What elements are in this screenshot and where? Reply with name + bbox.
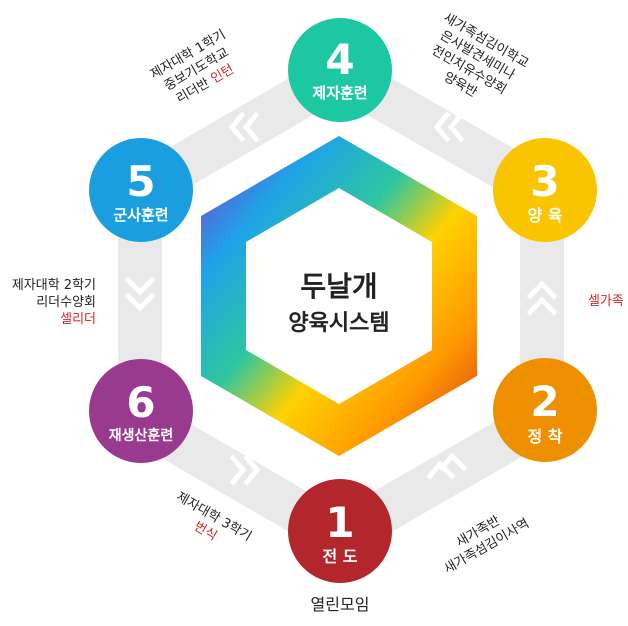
chevron-stage1-to-2 — [426, 452, 468, 480]
annotation-stage23: 셀가족 — [588, 294, 624, 309]
stage-6-number: 6 — [126, 378, 155, 427]
stage-3-node: 3 양 육 — [493, 138, 597, 242]
stage-5-number: 5 — [126, 157, 155, 206]
annotation-stage56-line3: 셀리더 — [60, 312, 96, 327]
stage-1-label: 전 도 — [322, 547, 357, 566]
stage-4-node: 4 제자훈련 — [288, 18, 392, 122]
chevron-stage4-to-5 — [228, 111, 260, 143]
annotation-stage56: 제자대학 2학기 리더수양회 셀리더 — [12, 278, 96, 327]
stage-5-label: 군사훈련 — [113, 206, 168, 224]
chevron-stage6-to-1 — [229, 454, 261, 486]
stage-4-number: 4 — [325, 35, 354, 84]
annotation-stage34: 새가족섬김이학교 은사발견세미나 전인치유수양회 양육반 — [429, 11, 531, 101]
stage-3-label: 양 육 — [527, 206, 562, 225]
stage-1-number: 1 — [325, 498, 354, 547]
center-title: 두날개 — [300, 270, 377, 303]
chevron-stage5-to-6 — [124, 276, 156, 312]
annotation-stage12: 새가족반 새가족섬김이사역 — [442, 513, 532, 577]
stage-4-label: 제자훈련 — [312, 84, 367, 102]
stage-5-node: 5 군사훈련 — [89, 138, 193, 242]
stage-6-label: 재생산훈련 — [109, 427, 173, 444]
stage1-caption: 열린모임 — [311, 595, 370, 614]
stage-2-circle — [493, 358, 597, 462]
annotation-stage56-line1: 제자대학 2학기 — [12, 278, 96, 293]
annotation-stage56-line2: 리더수양회 — [36, 295, 96, 310]
stage-2-node: 2 정 착 — [493, 358, 597, 462]
stage-5-circle — [89, 138, 193, 242]
stage-3-number: 3 — [530, 157, 559, 206]
chevron-stage2-to-3 — [526, 280, 558, 316]
center-hexagon-inner — [246, 188, 432, 404]
stage-2-label: 정 착 — [527, 427, 562, 446]
stage-1-circle — [288, 479, 392, 583]
stage-1-node: 1 전 도 — [288, 479, 392, 583]
stage-4-circle — [288, 18, 392, 122]
stage-6-node: 6 재생산훈련 — [89, 359, 193, 463]
stage-2-number: 2 — [530, 377, 559, 426]
chevron-stage3-to-4 — [433, 111, 465, 143]
annotation-stage45: 제자대학 1학기 중보기도학교 리더반 인턴 — [148, 27, 237, 106]
stage-6-circle — [89, 359, 193, 463]
center-subtitle: 양육시스템 — [288, 311, 389, 336]
stage-3-circle — [493, 138, 597, 242]
